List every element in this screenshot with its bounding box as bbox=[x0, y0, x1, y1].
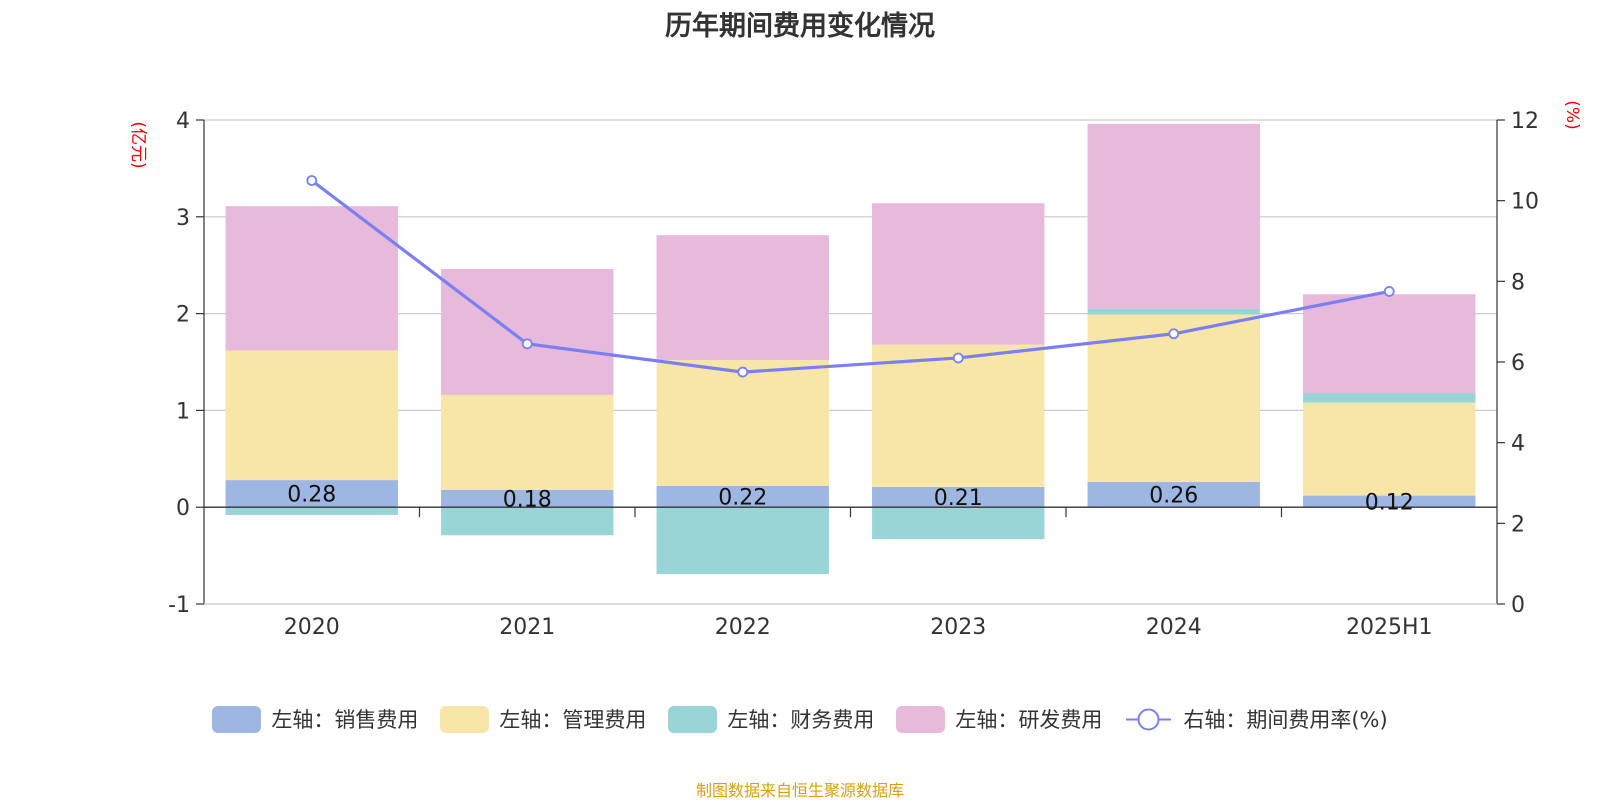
left-axis-tick-label: -1 bbox=[168, 593, 190, 618]
bar-segment bbox=[656, 485, 829, 508]
bar-data-label: 0.22 bbox=[718, 486, 767, 511]
left-axis-tick-label: 4 bbox=[176, 109, 190, 134]
legend: 左轴：销售费用 左轴：管理费用 左轴：财务费用 左轴：研发费用 右轴：期间费用率(%) bbox=[0, 704, 1600, 734]
right-axis-tick-label: 2 bbox=[1511, 512, 1525, 537]
left-axis-tick-label: 3 bbox=[176, 206, 190, 231]
left-axis-tick-label: 0 bbox=[176, 496, 190, 521]
legend-label: 左轴：销售费用 bbox=[271, 708, 419, 732]
right-axis-tick-label: 12 bbox=[1511, 109, 1539, 134]
bar-segment bbox=[1087, 308, 1260, 315]
line-point bbox=[521, 338, 533, 350]
x-axis-tick-label: 2024 bbox=[1146, 615, 1202, 640]
bar-data-label: 0.26 bbox=[1149, 484, 1198, 509]
bar-segment bbox=[1087, 123, 1260, 309]
right-axis-tick-label: 4 bbox=[1511, 432, 1525, 457]
bar-data-label: 0.28 bbox=[287, 483, 336, 508]
bar-segment bbox=[1303, 392, 1476, 403]
line-point bbox=[1168, 328, 1180, 340]
legend-item: 右轴：期间费用率(%) bbox=[1124, 704, 1388, 734]
legend-swatch bbox=[668, 705, 718, 733]
bar-data-label: 0.18 bbox=[503, 487, 552, 512]
bar-segment bbox=[441, 507, 614, 536]
bar-segment bbox=[225, 350, 398, 481]
line-point bbox=[952, 352, 964, 364]
legend-label: 左轴：研发费用 bbox=[955, 708, 1103, 732]
bar-segment bbox=[441, 489, 614, 508]
left-axis-tick-label: 2 bbox=[176, 303, 190, 328]
legend-item: 左轴：研发费用 bbox=[896, 704, 1102, 734]
legend-item: 左轴：管理费用 bbox=[440, 704, 646, 734]
legend-line-swatch bbox=[1126, 708, 1172, 730]
x-axis-tick-label: 2025H1 bbox=[1346, 615, 1433, 640]
bar-segment bbox=[872, 203, 1045, 345]
bar-segment bbox=[441, 394, 614, 490]
bar-segment bbox=[656, 507, 829, 574]
left-axis-tick-label: 1 bbox=[176, 399, 190, 424]
bar-segment bbox=[872, 344, 1045, 487]
bar-data-label: 0.12 bbox=[1365, 490, 1414, 515]
legend-item: 左轴：财务费用 bbox=[668, 704, 874, 734]
right-axis-unit-label: (%) bbox=[1562, 100, 1582, 129]
right-axis-tick-label: 10 bbox=[1511, 190, 1539, 215]
bar-segment bbox=[441, 269, 614, 395]
legend-swatch bbox=[212, 705, 262, 733]
bar-data-label: 0.21 bbox=[934, 486, 983, 511]
bar-segment bbox=[225, 507, 398, 515]
left-axis-unit-label: (亿元) bbox=[128, 121, 148, 168]
source-footer: 制图数据来自恒生聚源数据库 bbox=[695, 781, 904, 800]
bar-segment bbox=[1303, 402, 1476, 496]
x-axis-tick-label: 2022 bbox=[715, 615, 771, 640]
right-axis-tick-label: 6 bbox=[1511, 351, 1525, 376]
bar-segment bbox=[225, 206, 398, 351]
bar-segment bbox=[656, 360, 829, 486]
x-axis-tick-label: 2020 bbox=[284, 615, 340, 640]
x-axis-tick-label: 2023 bbox=[930, 615, 986, 640]
legend-swatch bbox=[440, 705, 490, 733]
right-axis-tick-label: 8 bbox=[1511, 270, 1525, 295]
bar-segment bbox=[872, 507, 1045, 540]
line-point bbox=[306, 175, 318, 186]
right-axis-tick-label: 0 bbox=[1511, 593, 1525, 618]
x-axis-tick-label: 2021 bbox=[499, 615, 555, 640]
chart-title: 历年期间费用变化情况 bbox=[665, 11, 935, 42]
legend-label: 右轴：期间费用率(%) bbox=[1183, 708, 1388, 732]
bar-segment bbox=[1087, 482, 1260, 508]
legend-label: 左轴：管理费用 bbox=[499, 708, 647, 732]
line-point bbox=[1383, 286, 1395, 297]
bar-segment bbox=[225, 480, 398, 508]
legend-label: 左轴：财务费用 bbox=[727, 708, 875, 732]
line-point bbox=[737, 366, 749, 378]
legend-swatch bbox=[896, 705, 946, 733]
legend-item: 左轴：销售费用 bbox=[212, 704, 418, 734]
line-series bbox=[310, 179, 1390, 374]
bar-segment bbox=[1303, 294, 1476, 393]
bar-segment bbox=[1087, 314, 1260, 483]
bar-segment bbox=[1303, 495, 1476, 508]
bar-segment bbox=[872, 486, 1045, 508]
bar-segment bbox=[656, 235, 829, 361]
